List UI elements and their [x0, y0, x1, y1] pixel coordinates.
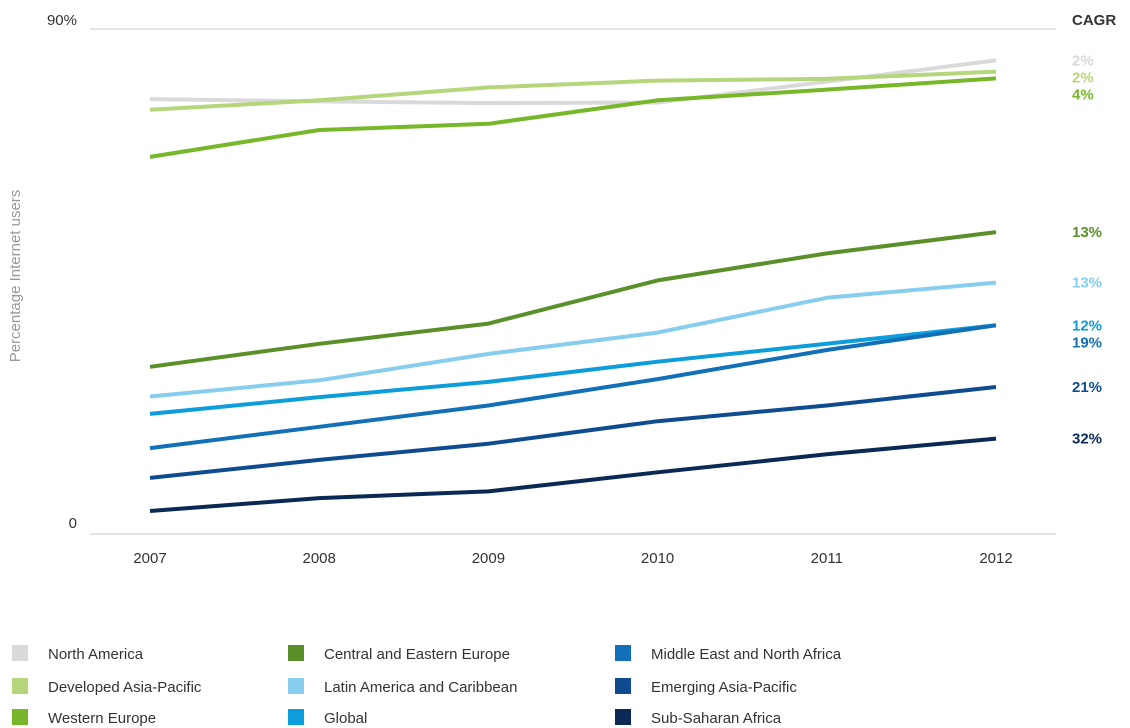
y-axis-min-label: 0: [69, 515, 77, 532]
series-line-7: [149, 385, 997, 480]
legend-label: Central and Eastern Europe: [324, 646, 510, 663]
legend-label: Emerging Asia-Pacific: [651, 679, 797, 696]
cagr-value: 32%: [1072, 431, 1102, 448]
legend-swatch: [288, 645, 304, 661]
legend-swatch: [615, 678, 631, 694]
cagr-value: 21%: [1072, 379, 1102, 396]
legend-swatch: [615, 709, 631, 725]
legend-label: Developed Asia-Pacific: [48, 679, 202, 696]
legend-label: Western Europe: [48, 710, 156, 727]
cagr-value: 2%: [1072, 52, 1094, 69]
legend-label: Middle East and North Africa: [651, 646, 842, 663]
cagr-value: 12%: [1072, 317, 1102, 334]
cagr-value: 19%: [1072, 334, 1102, 351]
cagr-value: 13%: [1072, 224, 1102, 241]
legend-swatch: [12, 678, 28, 694]
x-tick-label: 2007: [133, 550, 166, 567]
series-line-0: [149, 58, 997, 106]
series-line-6: [149, 323, 997, 451]
cagr-value: 13%: [1072, 275, 1102, 292]
legend-label: Sub-Saharan Africa: [651, 710, 782, 727]
x-axis-ticks: 2007 2008 2009 2010 2011 2012: [133, 550, 1012, 567]
legend-swatch: [12, 645, 28, 661]
y-axis-max-label: 90%: [47, 12, 77, 29]
x-tick-label: 2011: [811, 550, 843, 567]
legend: North America Developed Asia-Pacific Weste…: [12, 645, 842, 727]
legend-swatch: [288, 709, 304, 725]
legend-label: North America: [48, 646, 144, 663]
legend-swatch: [12, 709, 28, 725]
legend-label: Latin America and Caribbean: [324, 679, 517, 696]
x-tick-label: 2012: [979, 550, 1012, 567]
x-tick-label: 2010: [641, 550, 674, 567]
legend-swatch: [615, 645, 631, 661]
cagr-value: 2%: [1072, 69, 1094, 86]
series-line-3: [149, 230, 997, 369]
series-line-8: [149, 436, 997, 513]
legend-label: Global: [324, 710, 367, 727]
series-line-4: [149, 280, 997, 399]
cagr-value: 4%: [1072, 86, 1094, 103]
legend-swatch: [288, 678, 304, 694]
y-axis-title: Percentage Internet users: [7, 190, 24, 363]
series-line-2: [149, 76, 997, 159]
series-lines: [149, 58, 997, 513]
x-tick-label: 2009: [472, 550, 505, 567]
x-tick-label: 2008: [303, 550, 336, 567]
series-line-5: [149, 323, 997, 416]
series-line-1: [149, 69, 997, 112]
cagr-header: CAGR: [1072, 12, 1116, 29]
cagr-labels: 2%2%4%13%13%12%19%21%32%: [1072, 52, 1102, 447]
